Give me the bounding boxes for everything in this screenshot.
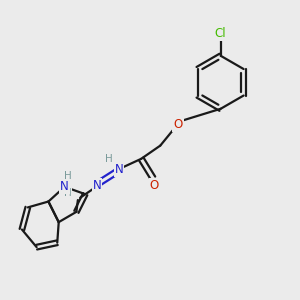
- Text: O: O: [150, 179, 159, 192]
- Text: H: H: [64, 188, 71, 198]
- Text: Cl: Cl: [215, 27, 226, 40]
- Text: O: O: [173, 118, 183, 131]
- Text: N: N: [93, 179, 101, 192]
- Text: H: H: [105, 154, 113, 164]
- Text: H: H: [64, 171, 71, 181]
- Text: N: N: [60, 180, 69, 193]
- Text: N: N: [115, 163, 124, 176]
